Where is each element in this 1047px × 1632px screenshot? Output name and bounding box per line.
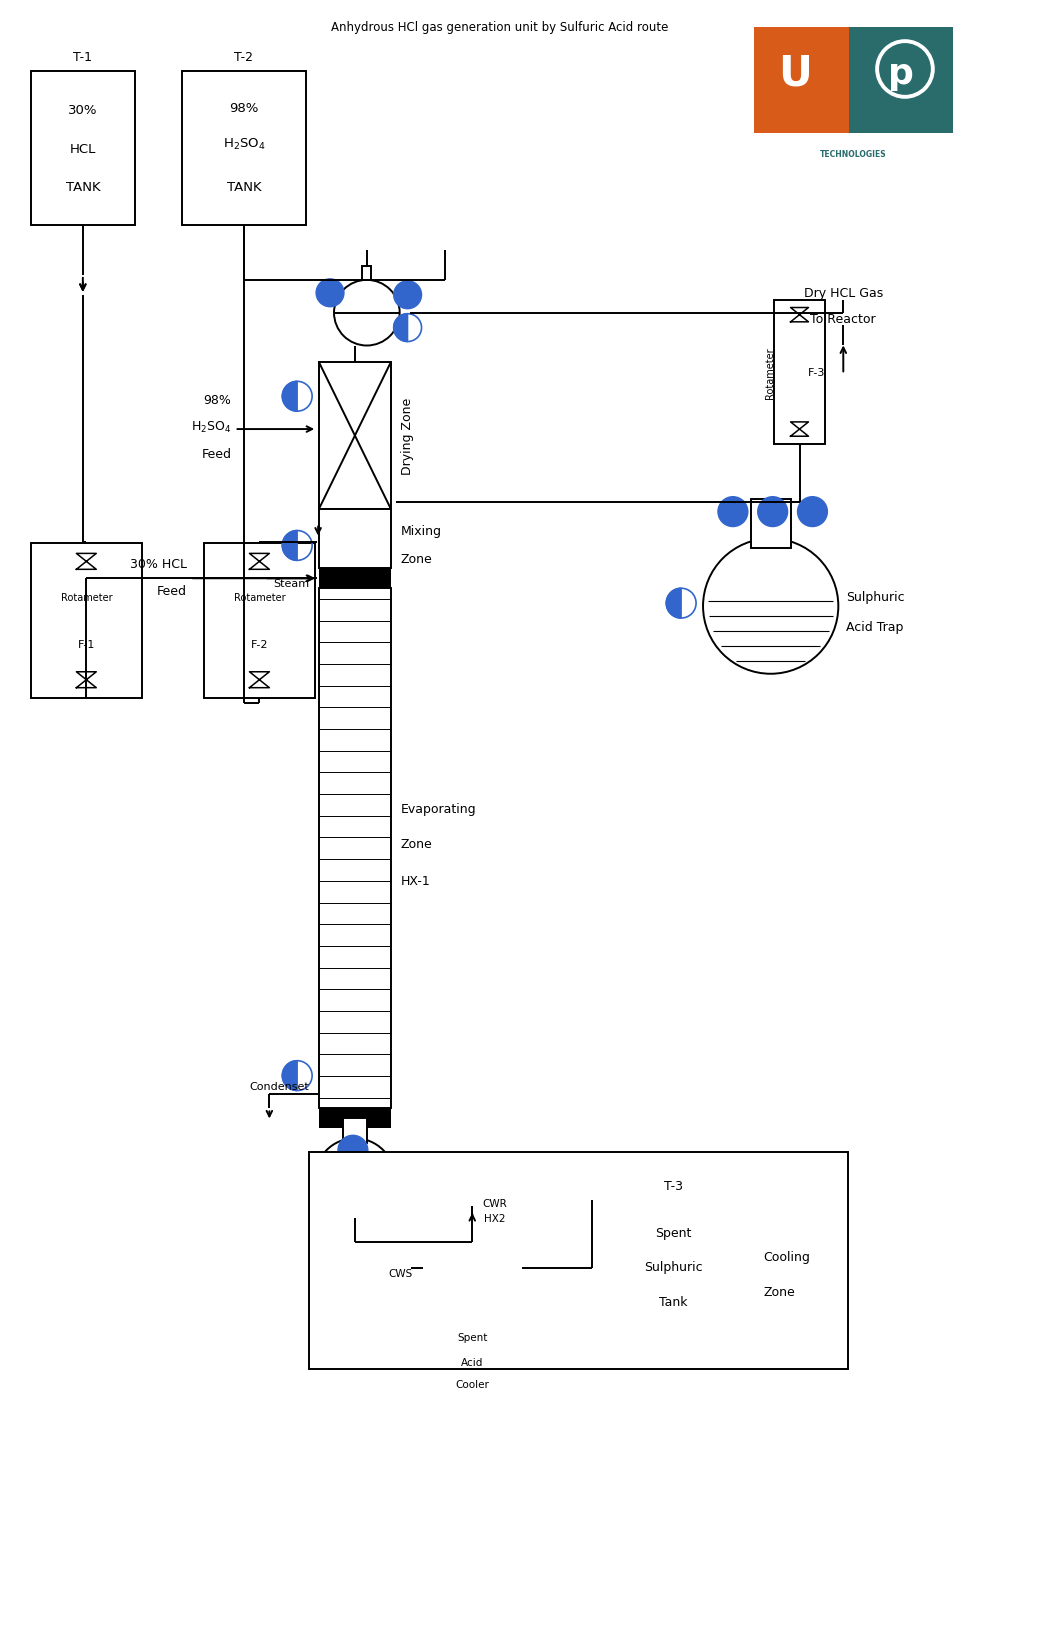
Bar bbox=[30, 72, 135, 225]
Text: 98%: 98% bbox=[204, 393, 231, 406]
Text: Zone: Zone bbox=[401, 837, 432, 850]
Text: Cooler: Cooler bbox=[455, 1379, 489, 1389]
Text: Drying Zone: Drying Zone bbox=[401, 398, 414, 475]
Text: U: U bbox=[779, 52, 812, 95]
Circle shape bbox=[394, 282, 422, 310]
Text: Spent: Spent bbox=[458, 1332, 488, 1343]
Text: Rotameter: Rotameter bbox=[61, 592, 112, 604]
Text: TANK: TANK bbox=[227, 181, 262, 194]
Bar bbox=[319, 570, 391, 589]
Text: Sulphuric: Sulphuric bbox=[846, 591, 905, 604]
Text: Rotameter: Rotameter bbox=[764, 348, 775, 398]
Bar bbox=[319, 509, 391, 570]
Circle shape bbox=[758, 498, 787, 527]
Circle shape bbox=[423, 1217, 522, 1317]
Text: T-1: T-1 bbox=[73, 51, 92, 64]
Bar bbox=[319, 589, 391, 1108]
Text: H$_2$SO$_4$: H$_2$SO$_4$ bbox=[192, 419, 231, 434]
Bar bbox=[849, 28, 953, 134]
Text: Spent: Spent bbox=[655, 1226, 692, 1239]
Text: Zone: Zone bbox=[763, 1286, 796, 1299]
Bar bbox=[309, 1152, 848, 1369]
Circle shape bbox=[798, 498, 827, 527]
Text: TANK: TANK bbox=[66, 181, 101, 194]
Text: 30%: 30% bbox=[68, 104, 97, 118]
Text: Condenset: Condenset bbox=[249, 1080, 309, 1090]
Text: CWS: CWS bbox=[388, 1268, 413, 1278]
Wedge shape bbox=[666, 589, 682, 619]
Text: Zone: Zone bbox=[401, 553, 432, 566]
Text: Acid: Acid bbox=[461, 1358, 484, 1368]
Bar bbox=[362, 266, 372, 281]
Text: p: p bbox=[888, 57, 914, 91]
Text: Mixing: Mixing bbox=[401, 526, 442, 537]
Text: Steam: Steam bbox=[273, 579, 309, 589]
Bar bbox=[754, 28, 857, 134]
Bar bbox=[319, 1108, 391, 1129]
Wedge shape bbox=[283, 530, 297, 561]
Text: H$_2$SO$_4$: H$_2$SO$_4$ bbox=[223, 137, 265, 152]
Text: Anhydrous HCl gas generation unit by Sulfuric Acid route: Anhydrous HCl gas generation unit by Sul… bbox=[332, 21, 669, 34]
Text: HX-1: HX-1 bbox=[401, 875, 430, 888]
Circle shape bbox=[338, 1136, 367, 1165]
Text: Evaporating: Evaporating bbox=[401, 803, 476, 816]
Wedge shape bbox=[394, 315, 407, 343]
Text: 98%: 98% bbox=[229, 103, 259, 116]
Bar bbox=[30, 543, 142, 698]
Text: Acid Trap: Acid Trap bbox=[846, 620, 904, 633]
Circle shape bbox=[703, 539, 839, 674]
Wedge shape bbox=[310, 1175, 325, 1204]
Text: Feed: Feed bbox=[157, 584, 186, 597]
Bar bbox=[204, 543, 315, 698]
Text: F-2: F-2 bbox=[250, 640, 268, 650]
Text: 30% HCL: 30% HCL bbox=[130, 558, 186, 571]
Text: Tank: Tank bbox=[660, 1296, 688, 1309]
Text: HCL: HCL bbox=[70, 142, 96, 155]
Bar bbox=[319, 364, 391, 509]
Text: Feed: Feed bbox=[202, 449, 231, 462]
Text: TECHNOLOGIES: TECHNOLOGIES bbox=[820, 150, 887, 158]
Circle shape bbox=[718, 498, 748, 527]
Bar bbox=[751, 499, 790, 548]
Text: Rotameter: Rotameter bbox=[233, 592, 285, 604]
Circle shape bbox=[334, 281, 400, 346]
Text: T-3: T-3 bbox=[664, 1180, 684, 1193]
Bar bbox=[592, 1200, 756, 1342]
Text: F-3: F-3 bbox=[807, 367, 825, 377]
Bar bbox=[343, 1118, 366, 1144]
Circle shape bbox=[316, 279, 344, 307]
Wedge shape bbox=[283, 382, 297, 411]
Bar bbox=[774, 300, 825, 444]
Text: Sulphuric: Sulphuric bbox=[644, 1260, 703, 1273]
Text: F-1: F-1 bbox=[77, 640, 95, 650]
Text: CWR: CWR bbox=[483, 1198, 507, 1208]
Wedge shape bbox=[283, 1061, 297, 1090]
Circle shape bbox=[315, 1139, 395, 1217]
Text: Cooling: Cooling bbox=[763, 1250, 810, 1263]
Text: Dry HCL Gas: Dry HCL Gas bbox=[804, 287, 883, 300]
Bar bbox=[182, 72, 306, 225]
Text: T-2: T-2 bbox=[235, 51, 253, 64]
Text: To Reactor: To Reactor bbox=[810, 313, 876, 326]
Text: HX2: HX2 bbox=[484, 1213, 506, 1222]
